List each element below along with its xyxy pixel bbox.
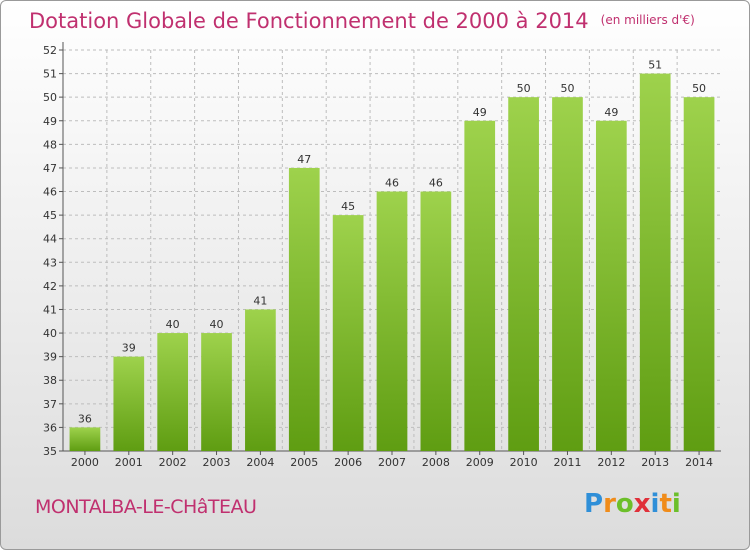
y-tick-label: 45 (43, 209, 57, 222)
data-label: 49 (473, 106, 487, 119)
proxiti-logo: Proxiti (584, 489, 681, 519)
data-label: 49 (604, 106, 618, 119)
x-tick-label: 2012 (597, 456, 625, 469)
x-tick-label: 2006 (334, 456, 362, 469)
data-label: 51 (648, 59, 662, 72)
bar (420, 191, 452, 451)
data-label: 47 (297, 153, 311, 166)
bar (639, 73, 671, 452)
x-tick-label: 2010 (510, 456, 538, 469)
y-tick-label: 42 (43, 280, 57, 293)
y-tick-label: 41 (43, 303, 57, 316)
y-tick-label: 43 (43, 256, 57, 269)
bar (69, 427, 101, 451)
x-tick-label: 2005 (290, 456, 318, 469)
bar (332, 215, 364, 451)
y-tick-label: 52 (43, 44, 57, 57)
bar (464, 120, 496, 451)
logo-letter: t (659, 489, 672, 519)
logo-letter: i (650, 489, 660, 519)
bar (245, 309, 276, 451)
data-label: 46 (429, 177, 443, 190)
y-tick-label: 40 (43, 327, 57, 340)
x-tick-label: 2014 (685, 456, 713, 469)
bar (288, 167, 320, 452)
y-tick-label: 38 (43, 374, 57, 387)
data-label: 41 (253, 294, 267, 307)
x-tick-label: 2003 (203, 456, 231, 469)
bar (595, 120, 627, 451)
data-labels: 36 39 40 40 41 47 45 46 46 49 50 50 49 51 50 (78, 59, 706, 426)
y-tick-label: 46 (43, 186, 57, 199)
logo-letter: P (584, 489, 604, 519)
logo-letter: r (603, 489, 616, 519)
x-tick-label: 2013 (641, 456, 669, 469)
bar (683, 97, 715, 452)
y-tick-label: 49 (43, 115, 57, 128)
data-label: 50 (517, 82, 531, 95)
y-tick-label: 35 (43, 445, 57, 458)
data-label: 50 (692, 82, 706, 95)
logo-letter: x (633, 489, 651, 519)
x-tick-label: 2007 (378, 456, 406, 469)
y-tick-label: 50 (43, 91, 57, 104)
logo-letter: i (671, 489, 681, 519)
y-tick-label: 51 (43, 68, 57, 81)
y-tick-label: 48 (43, 138, 57, 151)
bar (113, 356, 145, 451)
data-label: 46 (385, 177, 399, 190)
data-label: 45 (341, 200, 355, 213)
y-tick-label: 39 (43, 351, 57, 364)
location-name: MONTALBA-LE-CHâTEAU (35, 496, 257, 518)
x-tick-label: 2002 (159, 456, 187, 469)
bars (69, 73, 715, 452)
bar (157, 333, 189, 451)
data-label: 36 (78, 412, 92, 425)
bar (376, 191, 408, 451)
chart-title-text: Dotation Globale de Fonctionnement de 20… (29, 9, 589, 33)
x-tick-label: 2011 (553, 456, 581, 469)
x-tick-label: 2001 (115, 456, 143, 469)
data-label: 50 (560, 82, 574, 95)
data-label: 40 (166, 318, 180, 331)
data-label: 40 (210, 318, 224, 331)
x-tick-label: 2009 (466, 456, 494, 469)
y-tick-label: 47 (43, 162, 57, 175)
data-label: 39 (122, 342, 136, 355)
logo-letter: o (615, 489, 634, 519)
x-tick-label: 2004 (246, 456, 274, 469)
y-tick-label: 44 (43, 233, 57, 246)
bar (201, 333, 232, 451)
bar (508, 97, 539, 452)
y-tick-label: 36 (43, 421, 57, 434)
bar (552, 97, 583, 452)
x-tick-label: 2008 (422, 456, 450, 469)
x-tick-label: 2000 (71, 456, 99, 469)
y-tick-labels: 35 36 37 38 39 40 41 42 43 44 45 46 47 48 49 50 51 52 (43, 44, 57, 458)
x-tick-labels: 2000 2001 2002 2003 2004 2005 2006 2007 2008 2009… (71, 456, 713, 469)
y-tick-label: 37 (43, 398, 57, 411)
chart-title: Dotation Globale de Fonctionnement de 20… (29, 9, 695, 33)
chart-subtitle: (en milliers d'€) (600, 13, 695, 27)
